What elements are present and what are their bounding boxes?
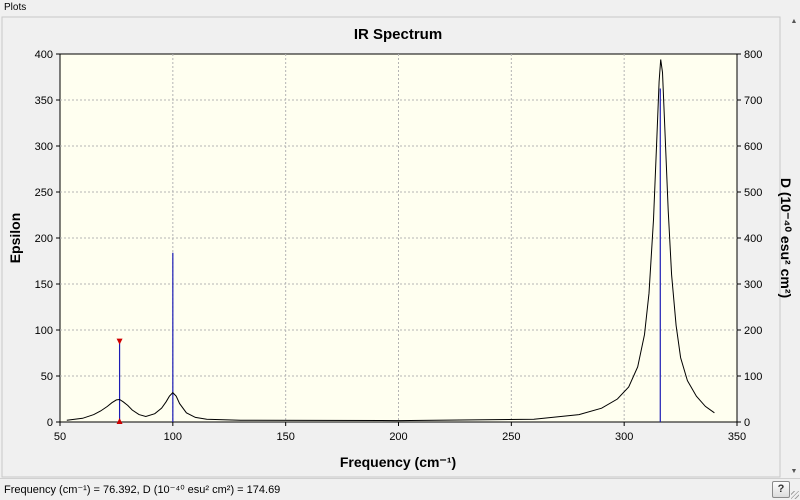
ir-spectrum-chart[interactable]: IR Spectrum 50 100 150 200 250 300 350 0501001… (0, 16, 800, 478)
x-tick-label: 50 (54, 431, 66, 443)
y-tick-label: 200 (35, 233, 53, 245)
y-tick-label: 300 (35, 141, 53, 153)
y2-tick-label: 500 (744, 187, 762, 199)
y-tick-label: 350 (35, 95, 53, 107)
scroll-up-icon[interactable]: ▲ (790, 18, 798, 25)
y-axis-left: 0 50 100 150 200 250 300 350 400 (35, 49, 60, 429)
x-tick-label: 250 (502, 431, 520, 443)
window-titlebar: Plots (0, 0, 800, 17)
scroll-down-icon[interactable]: ▼ (790, 468, 798, 475)
x-tick-label: 350 (728, 431, 746, 443)
window-title: Plots (4, 2, 27, 13)
y-tick-label: 0 (47, 417, 53, 429)
y-tick-label: 50 (41, 371, 53, 383)
help-button[interactable]: ? (772, 481, 790, 498)
y-axis-label: Epsilon (7, 213, 23, 264)
x-axis-label: Frequency (cm⁻¹) (340, 454, 456, 470)
chart-title: IR Spectrum (354, 26, 442, 43)
stick-series (118, 88, 661, 422)
spectrum-curve (66, 59, 715, 422)
x-tick-label: 300 (615, 431, 633, 443)
y2-tick-label: 700 (744, 95, 762, 107)
y2-tick-label: 100 (744, 371, 762, 383)
status-readout: Frequency (cm⁻¹) = 76.392, D (10⁻⁴⁰ esu²… (4, 484, 281, 496)
selected-stick-bottom-marker[interactable] (116, 418, 123, 424)
x-axis: 50 100 150 200 250 300 350 (54, 422, 746, 443)
y2-axis-label: D (10⁻⁴⁰ esu² cm²) (778, 178, 794, 298)
x-tick-label: 200 (389, 431, 407, 443)
y-tick-label: 100 (35, 325, 53, 337)
y2-tick-label: 300 (744, 279, 762, 291)
y2-tick-label: 400 (744, 233, 762, 245)
status-bar: Frequency (cm⁻¹) = 76.392, D (10⁻⁴⁰ esu²… (0, 478, 800, 500)
x-tick-label: 150 (276, 431, 294, 443)
y-axis-right: 0 100 200 300 400 500 600 700 800 (737, 49, 762, 429)
selected-stick-top-marker[interactable] (116, 338, 123, 345)
y-tick-label: 250 (35, 187, 53, 199)
y2-tick-label: 800 (744, 49, 762, 61)
selected-stick-markers (116, 338, 123, 424)
y2-tick-label: 600 (744, 141, 762, 153)
y-tick-label: 150 (35, 279, 53, 291)
x-tick-label: 100 (164, 431, 182, 443)
resize-grip-icon[interactable] (791, 491, 799, 499)
y2-tick-label: 0 (744, 417, 750, 429)
y-tick-label: 400 (35, 49, 53, 61)
y2-tick-label: 200 (744, 325, 762, 337)
plot-frame: IR Spectrum 50 100 150 200 250 300 350 0 50 100 1… (0, 16, 800, 478)
